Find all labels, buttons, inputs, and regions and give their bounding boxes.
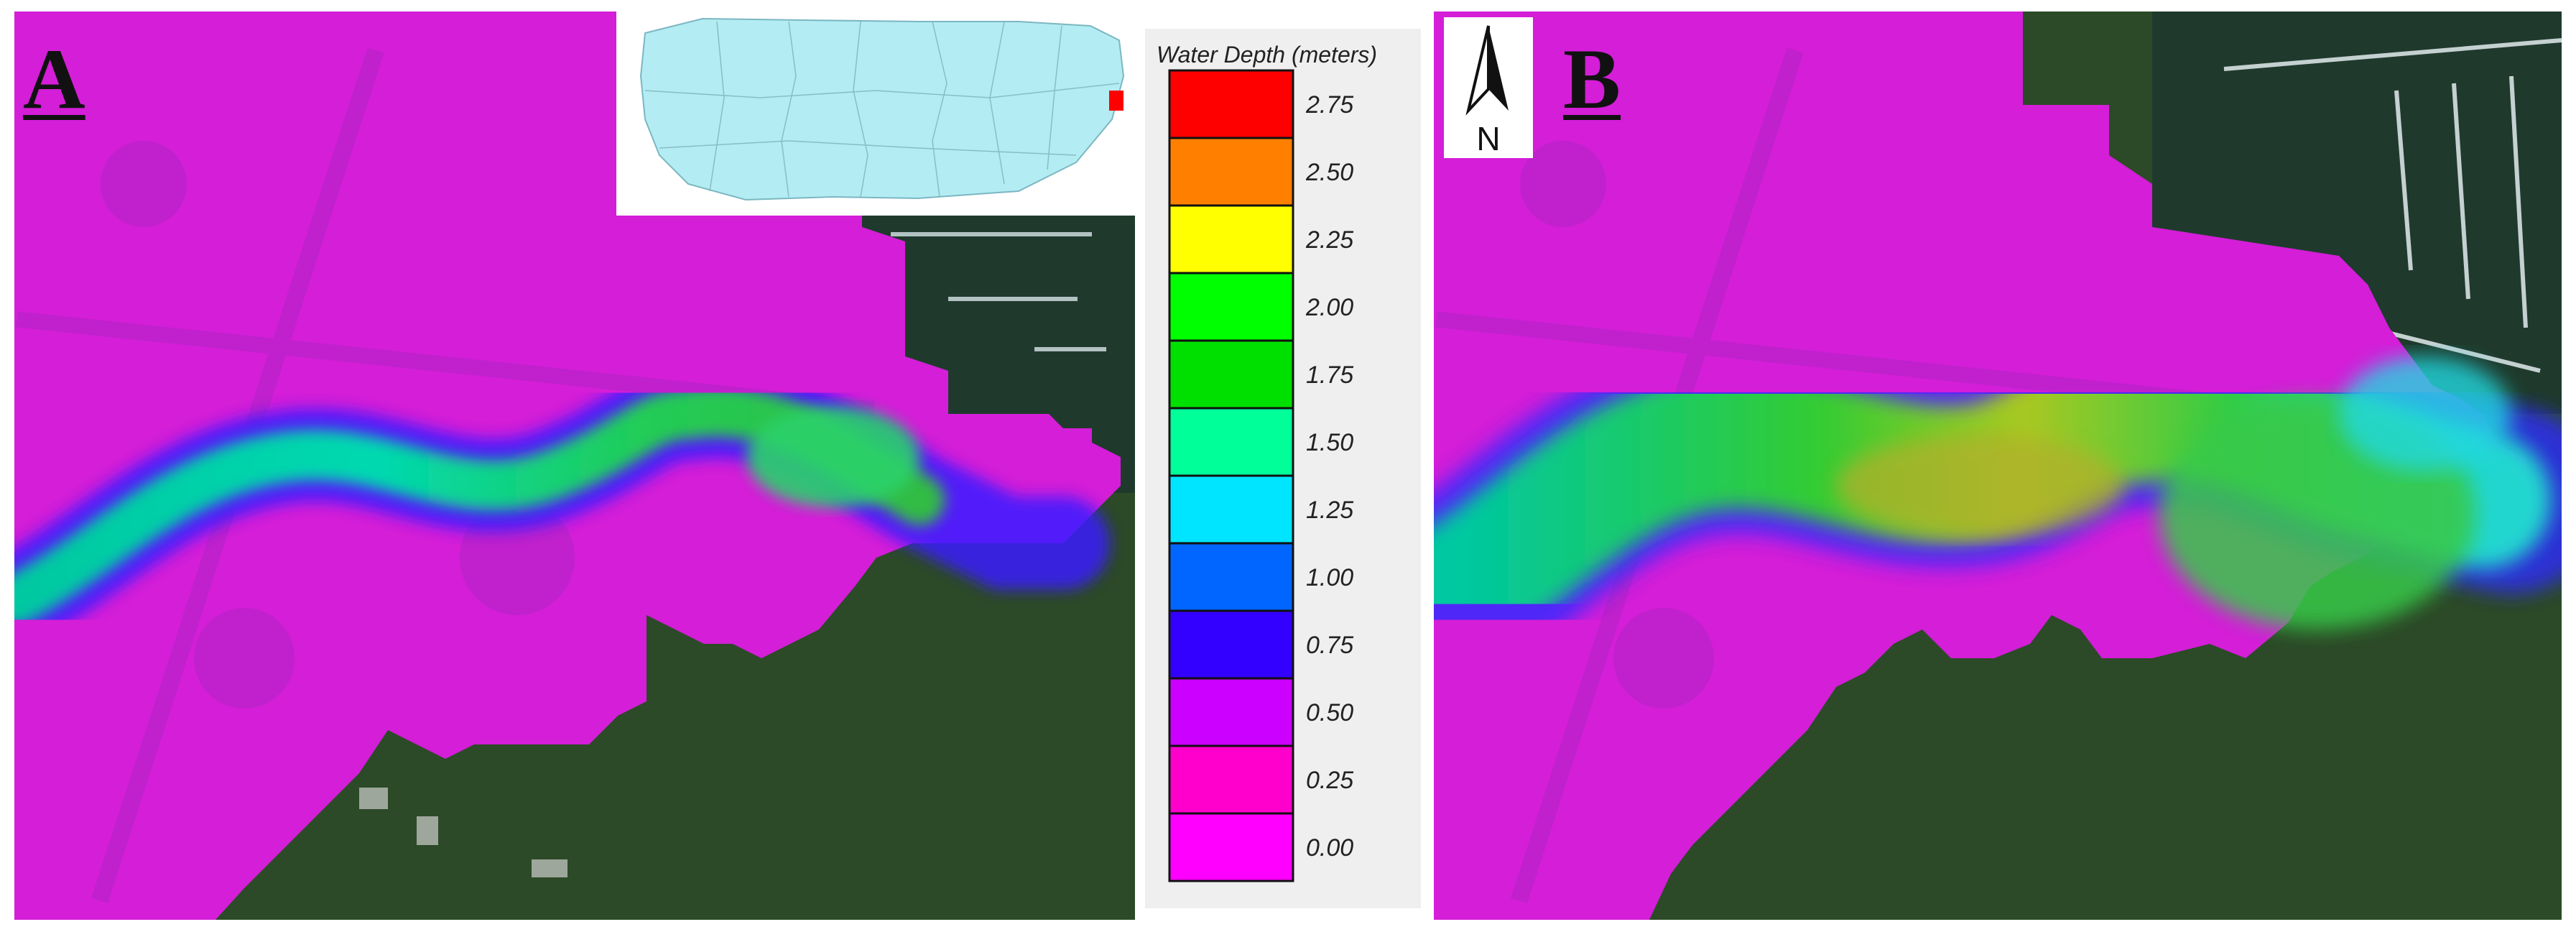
legend-swatch-1-50: [1168, 407, 1294, 477]
puerto-rico-inset-map: [616, 11, 1135, 216]
legend-label: 0.50: [1306, 699, 1353, 726]
panel-letter-b: B: [1563, 31, 1621, 126]
legend-swatch-2-25: [1168, 204, 1294, 274]
legend-swatch-1-25: [1168, 474, 1294, 545]
study-site-marker: [1109, 91, 1123, 111]
legend-label: 0.00: [1306, 834, 1353, 862]
legend-swatch-1-00: [1168, 542, 1294, 612]
legend-label: 1.00: [1306, 564, 1353, 591]
legend-swatch-0-50: [1168, 677, 1294, 747]
legend-label: 1.50: [1306, 429, 1353, 456]
puerto-rico-land: [639, 17, 1125, 201]
legend-label: 2.50: [1305, 159, 1353, 186]
legend-label: 2.75: [1305, 91, 1353, 119]
north-arrow-icon: [1465, 25, 1509, 116]
legend-swatch-1-75: [1168, 339, 1294, 410]
legend-swatch-0-25: [1168, 744, 1294, 815]
legend-swatch-0-75: [1168, 609, 1294, 680]
north-letter: N: [1476, 120, 1501, 157]
legend-swatch-2-50: [1168, 137, 1294, 207]
legend-swatch-0-00: [1168, 812, 1294, 882]
north-arrow: N: [1444, 17, 1533, 158]
legend-swatches: 2.75 2.50 2.25 2.00 1.75 1.50 1.25 1.00 0.75 0.50…: [1168, 69, 1353, 882]
map-panel-b: N B: [1434, 11, 2562, 920]
flood-map-b: [1434, 11, 2562, 920]
legend-label: 1.75: [1306, 361, 1353, 389]
panel-letter-a: A: [23, 31, 85, 126]
legend-label: 2.00: [1305, 294, 1353, 321]
legend-swatch-2-00: [1168, 272, 1294, 342]
legend-label: 1.25: [1306, 497, 1353, 524]
legend-label: 0.25: [1306, 767, 1353, 794]
water-depth-legend: Water Depth (meters) 2.75 2.50 2.25 2.00 1.7…: [1145, 29, 1421, 908]
legend-title: Water Depth (meters): [1157, 42, 1378, 68]
legend-label: 0.75: [1306, 632, 1353, 659]
legend-swatch-2-75: [1168, 69, 1294, 139]
legend-label: 2.25: [1305, 226, 1353, 254]
map-panel-a: A: [14, 11, 1135, 920]
